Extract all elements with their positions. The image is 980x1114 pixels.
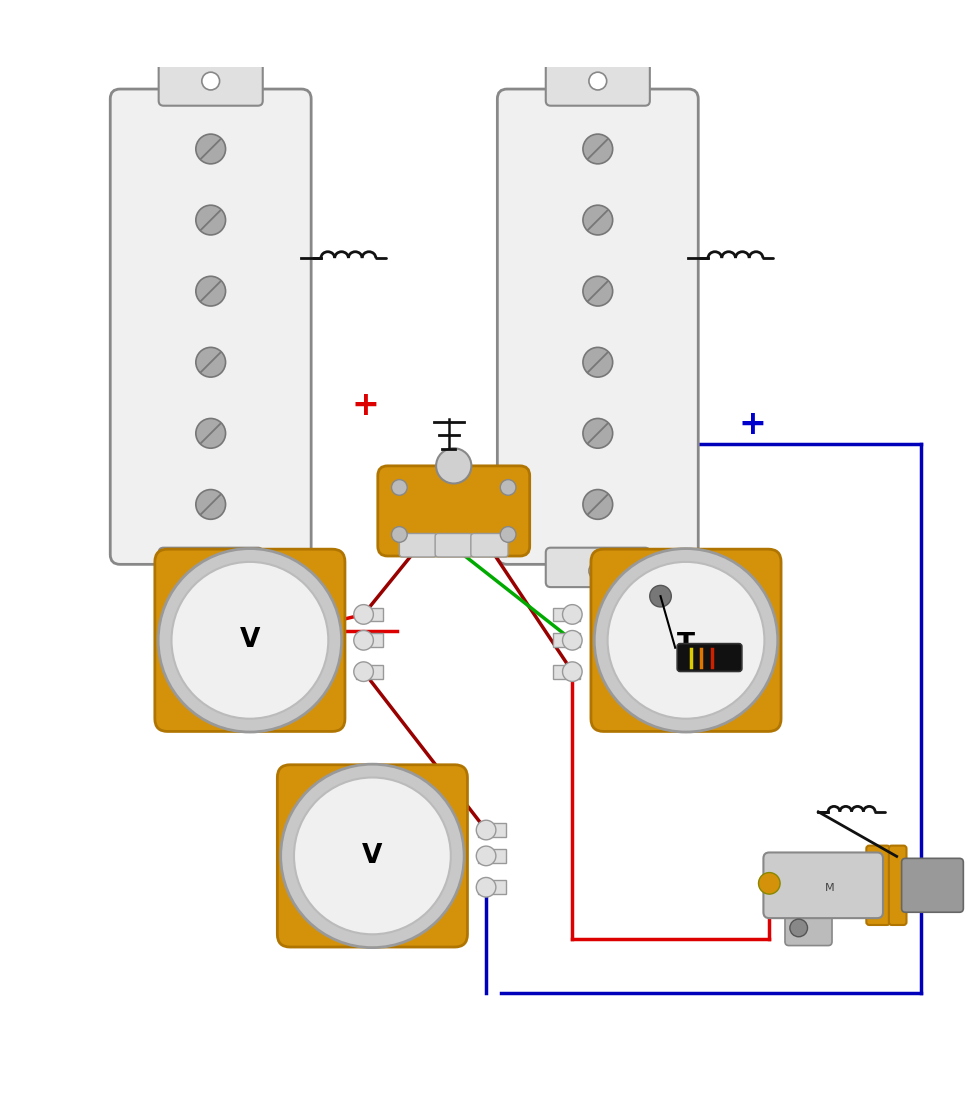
Bar	[478, 849, 506, 862]
Circle shape	[759, 872, 780, 895]
Circle shape	[158, 548, 342, 732]
Circle shape	[354, 631, 373, 651]
Text: T: T	[677, 633, 695, 658]
FancyBboxPatch shape	[591, 549, 781, 732]
Circle shape	[583, 205, 612, 235]
Text: +: +	[351, 389, 379, 421]
FancyBboxPatch shape	[159, 548, 263, 587]
FancyBboxPatch shape	[400, 534, 437, 557]
Circle shape	[589, 561, 607, 579]
Circle shape	[196, 489, 225, 519]
Circle shape	[594, 548, 778, 732]
Text: +: +	[738, 408, 766, 441]
Bar	[553, 607, 580, 622]
FancyBboxPatch shape	[889, 846, 906, 925]
Circle shape	[196, 205, 225, 235]
Text: V: V	[363, 843, 382, 869]
Circle shape	[476, 820, 496, 840]
FancyBboxPatch shape	[155, 549, 345, 732]
Circle shape	[172, 561, 328, 719]
Circle shape	[583, 489, 612, 519]
Circle shape	[354, 605, 373, 624]
FancyBboxPatch shape	[902, 859, 963, 912]
Circle shape	[790, 919, 808, 937]
Bar	[356, 634, 383, 647]
FancyBboxPatch shape	[435, 534, 472, 557]
Circle shape	[608, 561, 764, 719]
FancyBboxPatch shape	[677, 644, 742, 672]
FancyBboxPatch shape	[378, 466, 529, 556]
Circle shape	[196, 348, 225, 378]
Circle shape	[650, 585, 671, 607]
Circle shape	[583, 348, 612, 378]
Circle shape	[583, 419, 612, 448]
Circle shape	[563, 631, 582, 651]
FancyBboxPatch shape	[277, 764, 467, 947]
Circle shape	[500, 527, 515, 543]
FancyBboxPatch shape	[546, 548, 650, 587]
Bar	[553, 665, 580, 678]
FancyBboxPatch shape	[785, 910, 832, 946]
Bar	[478, 880, 506, 895]
Circle shape	[436, 448, 471, 483]
FancyBboxPatch shape	[866, 846, 890, 925]
Circle shape	[589, 72, 607, 90]
Circle shape	[476, 847, 496, 866]
Bar	[478, 823, 506, 837]
FancyBboxPatch shape	[546, 62, 650, 106]
Circle shape	[563, 662, 582, 682]
Bar	[553, 634, 580, 647]
Circle shape	[196, 276, 225, 306]
FancyBboxPatch shape	[110, 89, 312, 565]
Bar	[356, 665, 383, 678]
FancyBboxPatch shape	[763, 852, 883, 918]
Circle shape	[583, 276, 612, 306]
Circle shape	[392, 527, 408, 543]
Text: M: M	[825, 883, 835, 893]
Circle shape	[392, 480, 408, 496]
Circle shape	[280, 764, 465, 948]
Circle shape	[202, 72, 220, 90]
FancyBboxPatch shape	[470, 534, 508, 557]
FancyBboxPatch shape	[497, 89, 698, 565]
Circle shape	[563, 605, 582, 624]
Circle shape	[196, 419, 225, 448]
Circle shape	[583, 134, 612, 164]
Text: V: V	[240, 627, 260, 653]
Circle shape	[354, 662, 373, 682]
Circle shape	[500, 480, 515, 496]
FancyBboxPatch shape	[159, 62, 263, 106]
Bar	[356, 607, 383, 622]
Circle shape	[476, 878, 496, 897]
Circle shape	[202, 561, 220, 579]
Circle shape	[196, 134, 225, 164]
Circle shape	[294, 778, 451, 935]
